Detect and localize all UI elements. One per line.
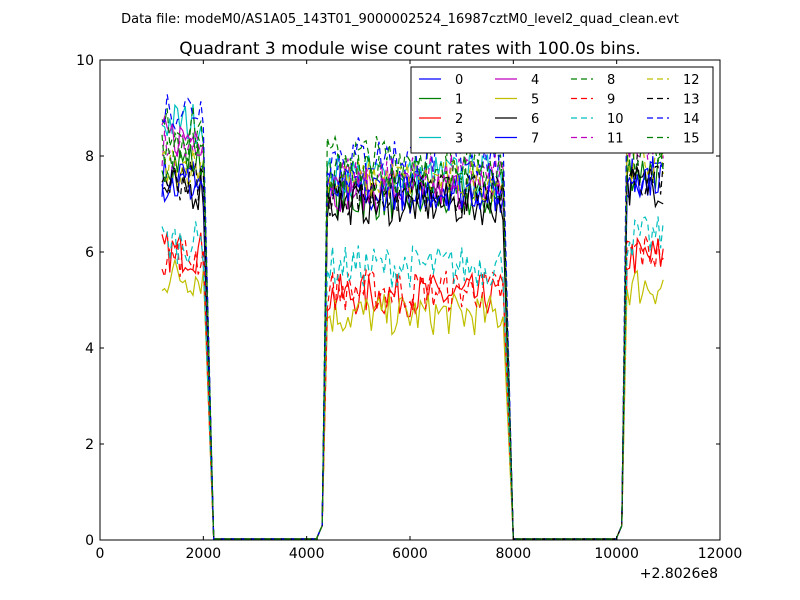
plot-lines	[161, 91, 664, 540]
series-line-7	[161, 156, 664, 540]
legend-label-5: 5	[531, 93, 539, 108]
x-tick-label: 8000	[496, 546, 532, 562]
y-tick-label: 0	[85, 533, 94, 549]
series-line-13	[161, 154, 664, 540]
legend-label-9: 9	[607, 93, 615, 108]
series-line-0	[161, 156, 664, 540]
legend-label-3: 3	[455, 132, 463, 147]
legend-label-11: 11	[607, 132, 624, 147]
legend-label-0: 0	[455, 73, 463, 88]
plot-frame	[99, 59, 721, 541]
legend-label-2: 2	[455, 112, 463, 127]
legend-label-1: 1	[455, 93, 463, 108]
y-tick-label: 6	[85, 245, 94, 261]
suptitle: Data file: modeM0/AS1A05_143T01_90000025…	[121, 12, 679, 27]
series-line-2	[161, 232, 664, 540]
legend-label-8: 8	[607, 73, 615, 88]
legend-label-13: 13	[683, 93, 700, 108]
legend-label-4: 4	[531, 73, 539, 88]
x-tick-label: 0	[96, 546, 105, 562]
series-line-9	[161, 235, 664, 540]
y-tick-label: 2	[85, 437, 94, 453]
legend-label-15: 15	[683, 132, 700, 147]
legend-label-6: 6	[531, 112, 539, 127]
series-line-6	[161, 165, 664, 540]
series-line-15	[161, 127, 664, 540]
legend-label-12: 12	[683, 73, 700, 88]
y-tick-label: 8	[85, 149, 94, 165]
x-tick-label: 12000	[698, 546, 743, 562]
x-tick-label: 4000	[289, 546, 325, 562]
series-line-10	[161, 216, 664, 540]
x-offset-label: +2.8026e8	[640, 566, 718, 582]
y-tick-label: 10	[76, 53, 94, 69]
legend-box	[410, 66, 714, 154]
x-tick-label: 10000	[594, 546, 639, 562]
y-tick-label: 4	[85, 341, 94, 357]
legend-label-7: 7	[531, 132, 539, 147]
series-line-8	[161, 101, 664, 540]
chart-title: Quadrant 3 module wise count rates with …	[179, 39, 640, 59]
legend-label-14: 14	[683, 112, 700, 127]
x-tick-label: 2000	[186, 546, 222, 562]
x-tick-label: 6000	[392, 546, 428, 562]
legend-label-10: 10	[607, 112, 624, 127]
